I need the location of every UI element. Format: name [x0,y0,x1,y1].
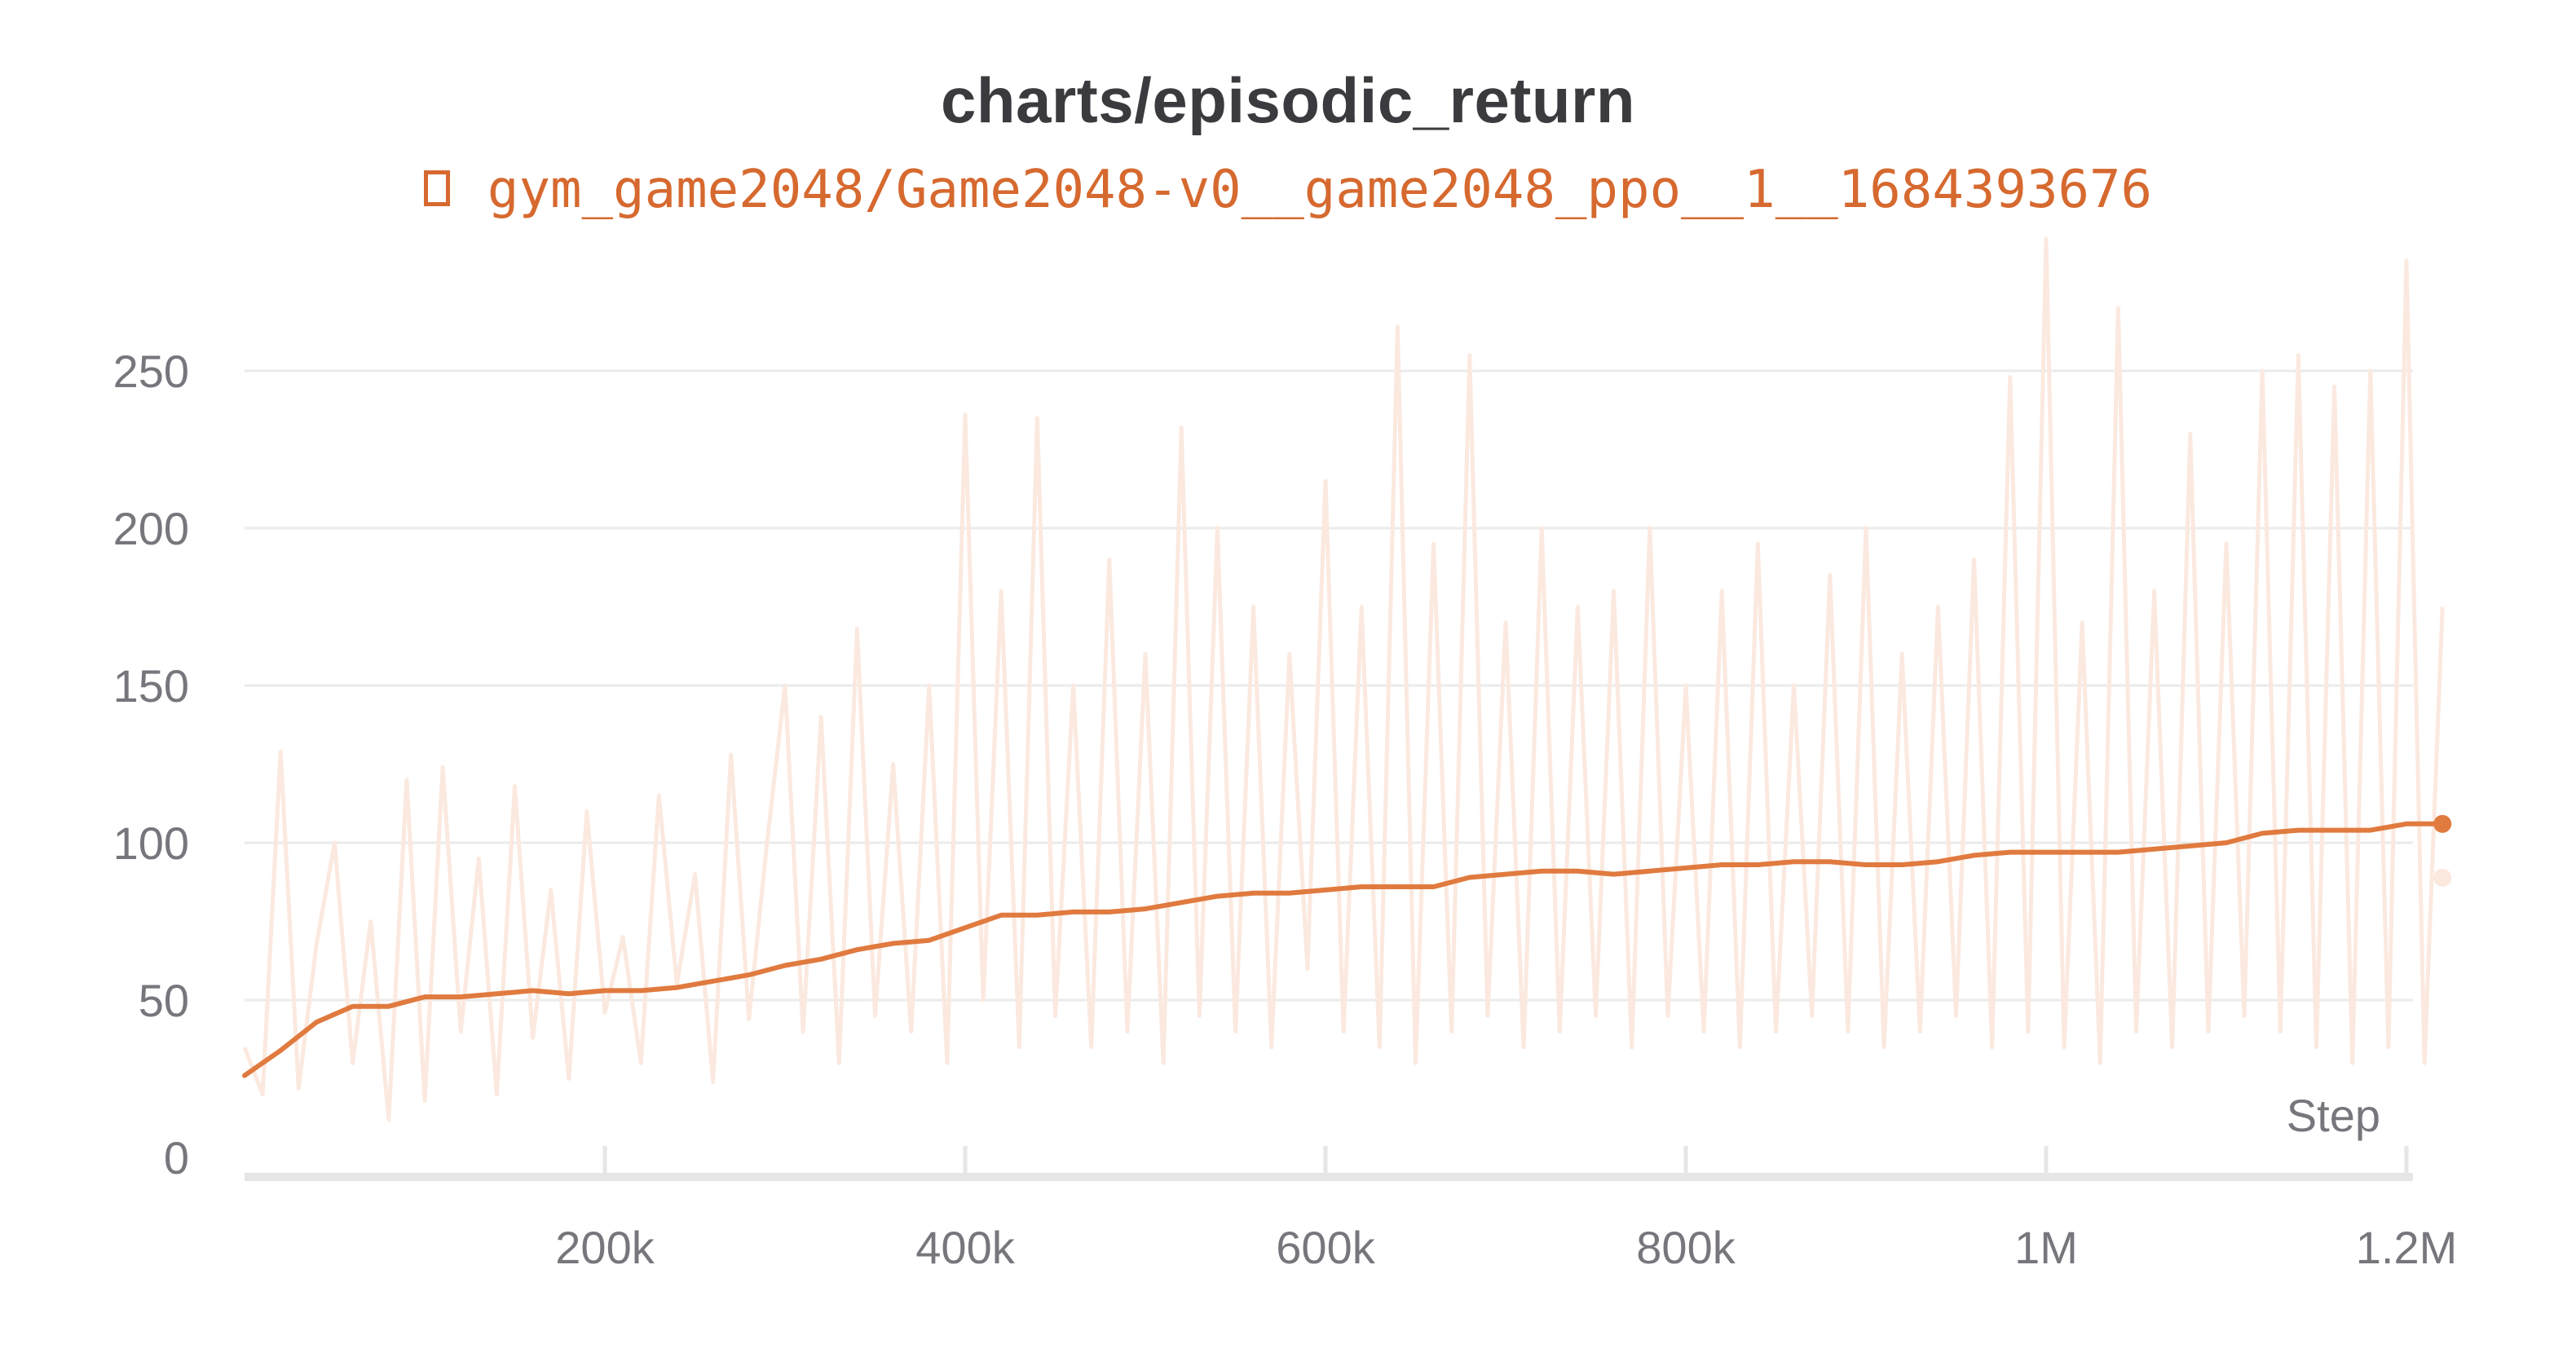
y-tick-label: 0 [164,1132,189,1183]
y-tick-label: 100 [113,818,189,869]
markers [2433,814,2452,887]
x-tick-label: 1M [2014,1222,2078,1273]
legend-swatch-icon [423,170,450,207]
x-tick-label: 600k [1276,1222,1375,1273]
y-tick-label: 250 [113,346,189,397]
y-tick-label: 150 [113,660,189,712]
raw-series-line [242,236,2445,1122]
last-point-marker [2433,814,2452,833]
x-axis-label: Step [2287,1090,2380,1141]
x-axis: 200k 400k 600k 800k 1M 1.2M [245,1146,2457,1273]
y-axis: 0 50 100 150 200 250 [113,346,189,1183]
x-tick-label: 200k [555,1222,655,1273]
y-tick-label: 200 [113,503,189,554]
x-tick-label: 800k [1636,1222,1736,1273]
raw-series [242,236,2445,1122]
gridlines [245,369,2413,1002]
legend[interactable]: gym_game2048/Game2048-v0__game2048_ppo__… [0,160,2576,220]
smoothed-series-line [242,821,2446,1078]
chart-title: charts/episodic_return [941,64,1635,136]
x-tick-label: 400k [915,1222,1015,1273]
legend-series-name: gym_game2048/Game2048-v0__game2048_ppo__… [487,160,2153,220]
raw-last-point-marker [2433,868,2452,887]
x-tick-label: 1.2M [2356,1222,2458,1273]
smoothed-series [242,821,2446,1078]
y-tick-label: 50 [139,975,189,1026]
